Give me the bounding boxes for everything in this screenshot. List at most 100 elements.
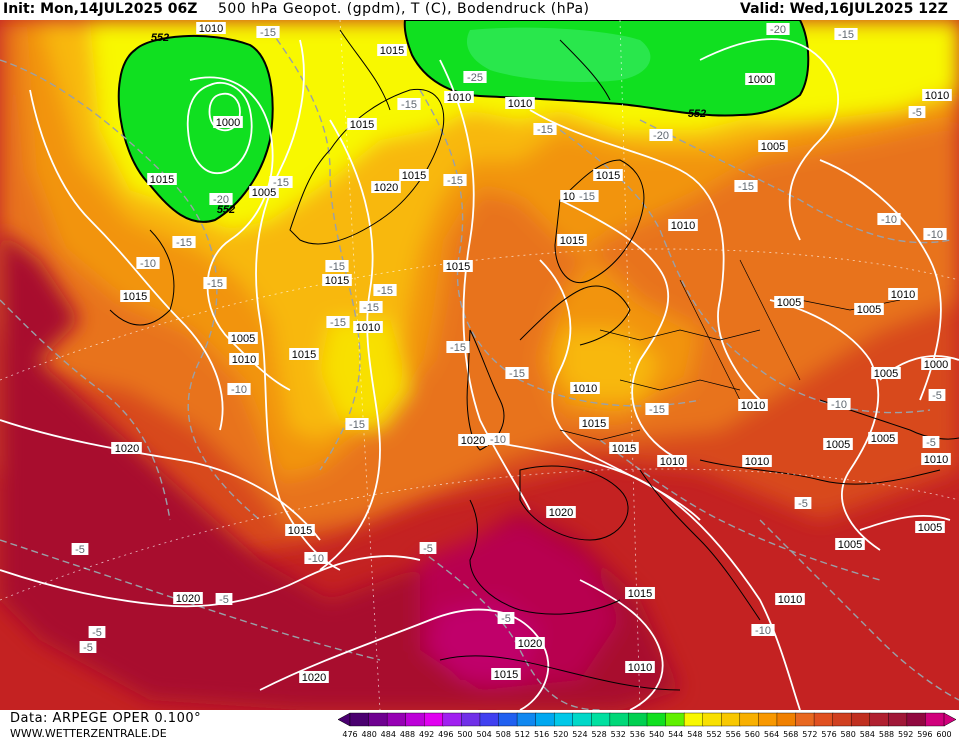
pressure-label: 1015 (120, 290, 150, 303)
pressure-label: 1010 (229, 353, 259, 366)
temperature-label: -15 (326, 316, 350, 329)
svg-text:1005: 1005 (918, 522, 942, 534)
colorbar-tick-label: 564 (764, 730, 779, 739)
svg-text:1015: 1015 (596, 170, 620, 182)
temperature-label: -15 (443, 174, 467, 187)
svg-text:-15: -15 (260, 27, 276, 39)
colorbar-tick-label: 532 (611, 730, 626, 739)
temperature-label: -15 (734, 180, 758, 193)
temperature-label: -10 (486, 433, 510, 446)
colorbar-tick-label: 592 (898, 730, 913, 739)
temperature-label: -10 (751, 624, 775, 637)
colorbar-tick-label: 500 (457, 730, 472, 739)
colorbar-swatch (405, 712, 425, 727)
geopotential-label: 552 (217, 204, 235, 216)
colorbar-swatch (349, 712, 370, 727)
pressure-label: 1010 (353, 321, 383, 334)
chart-footer: Data: ARPEGE OPER 0.100° WWW.WETTERZENTR… (0, 710, 959, 741)
svg-text:-20: -20 (213, 194, 229, 206)
temperature-label: -15 (325, 260, 349, 273)
svg-text:1020: 1020 (176, 593, 200, 605)
pressure-label: 1015 (347, 118, 377, 131)
svg-text:-15: -15 (579, 191, 595, 203)
svg-text:1015: 1015 (150, 174, 174, 186)
temperature-label: -10 (827, 398, 851, 411)
temperature-label: -15 (359, 301, 383, 314)
colorbar-tick-label: 528 (591, 730, 606, 739)
colorbar-tick-label: 596 (917, 730, 932, 739)
pressure-label: 1005 (823, 438, 853, 451)
svg-text:-10: -10 (140, 258, 156, 270)
svg-text:-15: -15 (649, 404, 665, 416)
temperature-label: -15 (645, 403, 669, 416)
temperature-label: -5 (71, 543, 89, 556)
temperature-label: -15 (505, 367, 529, 380)
colorbar-swatch (795, 712, 815, 727)
svg-text:1005: 1005 (252, 187, 276, 199)
temperature-label: -15 (446, 341, 470, 354)
temperature-label: -15 (373, 284, 397, 297)
colorbar-swatch (424, 712, 444, 727)
svg-text:-15: -15 (207, 278, 223, 290)
svg-text:-5: -5 (932, 390, 942, 402)
svg-text:1010: 1010 (447, 92, 471, 104)
colorbar-tick-label: 540 (649, 730, 664, 739)
pressure-label: 1015 (377, 44, 407, 57)
svg-text:1010: 1010 (508, 98, 532, 110)
colorbar-swatch (665, 712, 685, 727)
colorbar-swatch (758, 712, 778, 727)
svg-text:1000: 1000 (748, 74, 772, 86)
colorbar-swatch (702, 712, 722, 727)
svg-text:-10: -10 (831, 399, 847, 411)
temperature-label: -15 (533, 123, 557, 136)
pressure-label: 1010 (738, 399, 768, 412)
pressure-label: 1005 (871, 367, 901, 380)
svg-text:1005: 1005 (871, 433, 895, 445)
svg-text:1010: 1010 (660, 456, 684, 468)
colorbar-swatch (516, 712, 537, 727)
svg-text:1000: 1000 (216, 117, 240, 129)
colorbar-swatch (591, 712, 611, 727)
colorbar-tick-label: 484 (381, 730, 396, 739)
svg-text:-15: -15 (330, 317, 346, 329)
temperature-label: -25 (463, 71, 487, 84)
pressure-label: 1020 (173, 592, 203, 605)
pressure-label: 1015 (593, 169, 623, 182)
svg-text:1015: 1015 (446, 261, 470, 273)
svg-text:1010: 1010 (741, 400, 765, 412)
colorbar-swatch (461, 712, 481, 727)
pressure-label: 1010 (505, 97, 535, 110)
svg-text:-10: -10 (490, 434, 506, 446)
pressure-label: 1015 (557, 234, 587, 247)
svg-text:-25: -25 (467, 72, 483, 84)
pressure-label: 1000 (921, 358, 951, 371)
colorbar-swatch (906, 712, 927, 727)
colorbar: 476 480 484 488 492 496 500 504 508 512 516 520 524 5… (337, 712, 957, 739)
colorbar-swatch (442, 712, 463, 727)
svg-text:-15: -15 (738, 181, 754, 193)
temperature-label: -5 (922, 436, 940, 449)
svg-text:-10: -10 (231, 384, 247, 396)
svg-text:1010: 1010 (628, 662, 652, 674)
colorbar-tick-label: 516 (534, 730, 549, 739)
svg-text:-5: -5 (75, 544, 85, 556)
svg-text:-10: -10 (755, 625, 771, 637)
svg-text:1020: 1020 (374, 182, 398, 194)
temperature-label: -15 (269, 176, 293, 189)
colorbar-swatch (609, 712, 630, 727)
colorbar-swatch (553, 712, 574, 727)
svg-text:-15: -15 (176, 237, 192, 249)
pressure-label: 1015 (579, 417, 609, 430)
colorbar-swatch (888, 712, 908, 727)
svg-text:1005: 1005 (874, 368, 898, 380)
svg-text:-20: -20 (770, 24, 786, 36)
temperature-label: -10 (304, 552, 328, 565)
svg-text:1015: 1015 (560, 235, 584, 247)
svg-text:-10: -10 (308, 553, 324, 565)
pressure-label: 1005 (249, 186, 279, 199)
pressure-label: 1020 (371, 181, 401, 194)
pressure-label: 1000 (745, 73, 775, 86)
temperature-label: -10 (877, 213, 901, 226)
pressure-label: 1015 (491, 668, 521, 681)
